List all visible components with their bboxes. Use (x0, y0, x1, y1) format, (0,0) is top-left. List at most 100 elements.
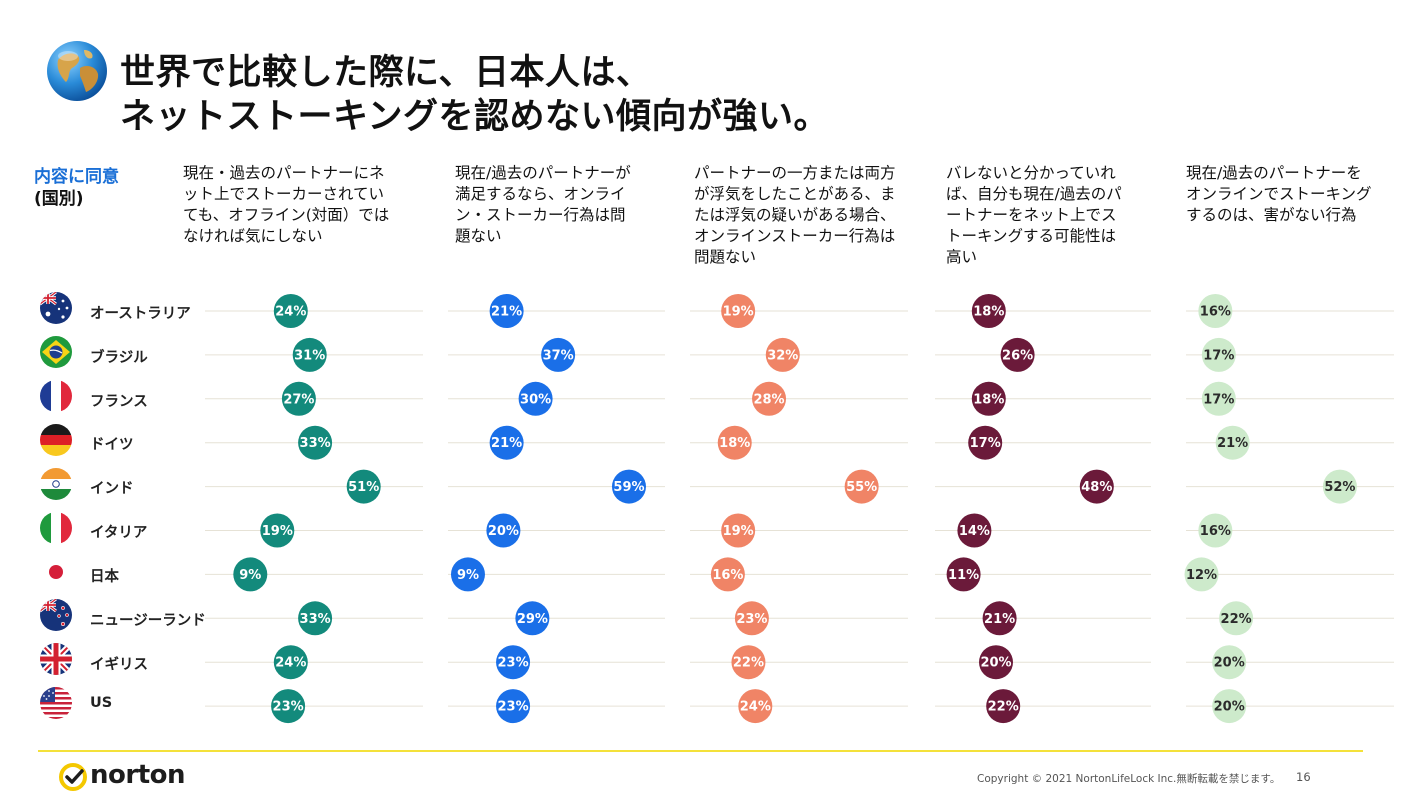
data-point (1079, 469, 1114, 504)
data-point (346, 469, 381, 504)
data-label: 9% (239, 568, 261, 583)
brazil-flag-icon (40, 336, 72, 368)
data-point (971, 381, 1006, 416)
data-label: 33% (300, 612, 331, 627)
page-title-line-2: ネットストーキングを認めない傾向が強い。 (120, 97, 829, 137)
data-point (489, 425, 524, 460)
data-label: 21% (984, 612, 1015, 627)
data-point (1212, 645, 1247, 680)
column-header-1: 現在・過去のパートナーにネ ット上でストーカーされてい ても、オフライン(対面）… (183, 164, 390, 245)
data-label: 20% (488, 524, 519, 539)
data-point (1198, 513, 1233, 548)
data-label: 23% (273, 700, 304, 715)
data-point (957, 513, 992, 548)
data-label: 16% (1200, 305, 1231, 320)
data-label: 9% (457, 568, 479, 583)
data-point (731, 645, 766, 680)
data-point (541, 337, 576, 372)
footer-divider (38, 750, 1363, 752)
copyright-text: Copyright © 2021 NortonLifeLock Inc.無断転載… (977, 773, 1281, 785)
data-point (1212, 689, 1247, 724)
column-header-3: パートナーの一方または両方 が浮気をしたことがある、ま たは浮気の疑いがある場合… (694, 164, 896, 266)
data-point (979, 645, 1013, 680)
country-label: ニュージーランド (90, 613, 206, 629)
data-point (1219, 601, 1254, 636)
data-point (273, 645, 308, 680)
data-label: 21% (491, 305, 522, 320)
data-label: 20% (980, 656, 1011, 671)
data-point (611, 469, 646, 504)
data-point (752, 381, 787, 416)
country-label: ブラジル (90, 350, 148, 366)
data-label: 11% (948, 568, 979, 583)
data-point (1215, 425, 1250, 460)
data-label: 17% (1203, 348, 1234, 363)
country-label: US (90, 695, 113, 711)
data-label: 33% (300, 436, 331, 451)
data-label: 27% (283, 392, 314, 407)
data-label: 23% (497, 656, 528, 671)
data-label: 59% (613, 480, 644, 495)
data-point (298, 601, 333, 636)
data-point (765, 337, 800, 372)
column-header-4: バレないと分かっていれ ば、自分も現在/過去のパ ートナーをネット上でス トーキ… (946, 164, 1122, 266)
agree-label: 内容に同意 (34, 167, 119, 187)
country-label: インド (90, 481, 134, 497)
data-label: 28% (753, 392, 784, 407)
data-point (518, 381, 553, 416)
data-point (721, 294, 756, 328)
data-label: 51% (348, 480, 379, 495)
data-point (710, 557, 745, 592)
country-label: オーストラリア (90, 306, 191, 322)
data-label: 52% (1324, 480, 1355, 495)
country-label: ドイツ (90, 437, 134, 453)
data-point (233, 557, 268, 592)
data-point (738, 689, 773, 724)
data-point (968, 425, 1003, 460)
by-country-label: (国別) (34, 189, 84, 209)
data-point (496, 645, 531, 680)
norton-logo-icon (59, 763, 87, 791)
data-point (298, 425, 333, 460)
data-point (982, 601, 1017, 636)
data-label: 29% (517, 612, 548, 627)
data-label: 19% (262, 524, 293, 539)
data-point (292, 337, 327, 372)
country-label: フランス (90, 394, 148, 410)
data-point (971, 294, 1006, 328)
data-label: 23% (497, 700, 528, 715)
data-label: 24% (275, 656, 306, 671)
data-label: 30% (520, 392, 551, 407)
data-label: 19% (723, 524, 754, 539)
japan-flag-icon (40, 556, 72, 588)
data-point (281, 381, 316, 416)
data-point (986, 689, 1021, 724)
data-label: 18% (973, 305, 1004, 320)
data-point (489, 294, 524, 328)
data-label: 18% (719, 436, 750, 451)
column-header-2: 現在/過去のパートナーが 満足するなら、オンライ ン・ストーカー行為は問 題ない (455, 164, 631, 245)
data-label: 55% (846, 480, 877, 495)
germany-flag-icon (40, 424, 72, 456)
data-label: 19% (723, 305, 754, 320)
country-label: 日本 (90, 569, 119, 585)
page-number: 16 (1296, 770, 1311, 784)
data-label: 14% (959, 524, 990, 539)
data-point (1201, 381, 1236, 416)
data-point (496, 689, 531, 724)
country-label: イギリス (90, 657, 148, 673)
data-point (273, 294, 308, 328)
data-label: 12% (1186, 568, 1217, 583)
data-label: 17% (970, 436, 1001, 451)
data-label: 17% (1203, 392, 1234, 407)
country-label: イタリア (90, 525, 148, 541)
data-point (515, 601, 550, 636)
page-title-line-1: 世界で比較した際に、日本人は、 (120, 53, 652, 93)
row-label-header: 内容に同意 (国別) (34, 166, 119, 210)
india-flag-icon (40, 468, 72, 500)
brand-name: norton (90, 760, 186, 790)
data-label: 24% (740, 700, 771, 715)
data-point (734, 601, 769, 636)
data-point (1198, 294, 1233, 328)
france-flag-icon (40, 380, 72, 412)
